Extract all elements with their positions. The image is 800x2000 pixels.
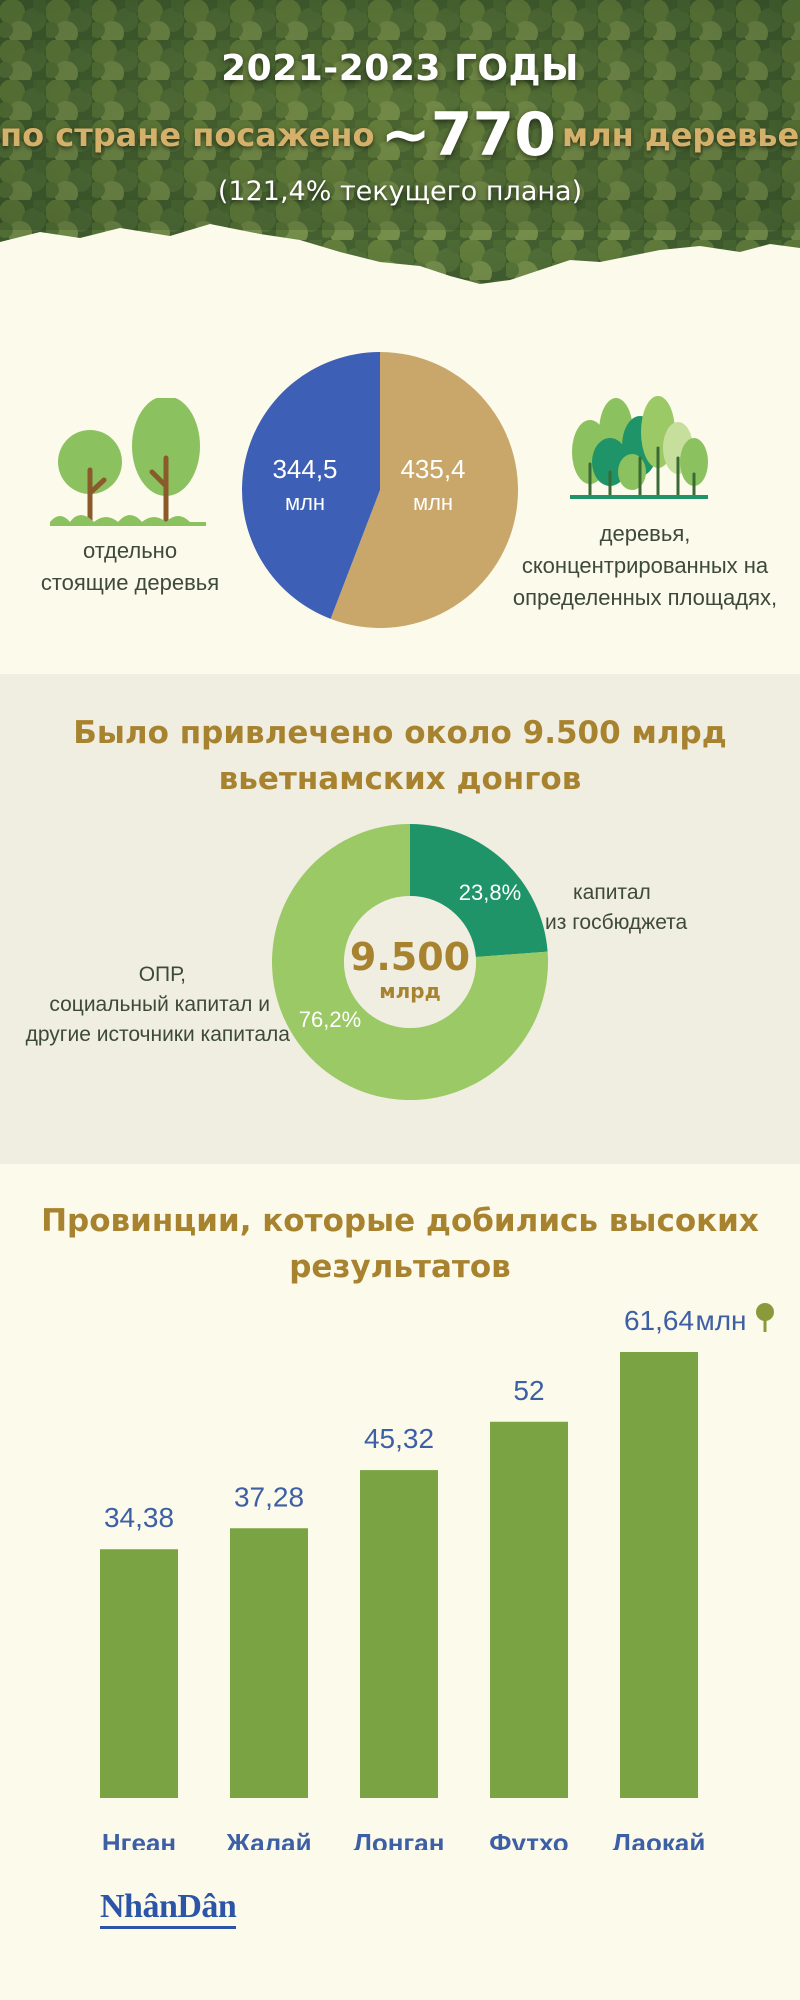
bar-value-label: 34,38 <box>104 1502 174 1533</box>
tree-icon <box>756 1303 774 1332</box>
header-main-line: по стране посажено ~770 млн деревьев <box>0 100 800 170</box>
pie-slice <box>241 352 380 619</box>
funding-title: Было привлечено около 9.500 млрд вьетнам… <box>0 710 800 802</box>
pie-unit-label: млн <box>413 490 453 515</box>
forest-cluster-label-line-1: деревья, <box>599 521 691 546</box>
nhandan-logo: NhânDân <box>100 1888 237 1929</box>
forest-header-image <box>0 0 800 300</box>
trees-pie-chart: 344,5 млн 435,4 млн <box>241 352 518 628</box>
bar <box>360 1470 438 1798</box>
donut-hole <box>344 896 476 1028</box>
bar-value-label: 37,28 <box>234 1481 304 1512</box>
state-capital-label: капитал из госбюджета <box>545 878 725 938</box>
bar-category-label: Нгеан <box>102 1828 176 1850</box>
header-plan-percent: (121,4% текущего плана) <box>217 176 583 207</box>
bar-category-label: Футхо <box>489 1828 568 1850</box>
other-capital-label-line-3: другие источники капитала <box>25 1023 290 1046</box>
other-capital-label: ОПР, социальный капитал и другие источни… <box>0 960 290 1050</box>
other-capital-label-line-1: ОПР, <box>138 963 186 986</box>
donut-slice <box>272 824 548 1100</box>
bar-unit-label: млн <box>695 1305 746 1336</box>
bar-category-label: Лаокай <box>613 1828 706 1850</box>
provinces-title-line-2: результатов <box>289 1249 511 1285</box>
pie-value-label: 344,5 <box>272 454 337 484</box>
funding-title-line-1: Было привлечено около 9.500 млрд <box>73 715 727 751</box>
donut-center-value: 9.500 <box>350 935 470 979</box>
bar <box>100 1549 178 1798</box>
pie-value-label: 435,4 <box>400 454 465 484</box>
provinces-title: Провинции, которые добились высоких резу… <box>0 1198 800 1290</box>
state-capital-label-line-2: из госбюджета <box>545 911 688 934</box>
forest-cluster-icon <box>570 396 708 499</box>
bar <box>490 1421 568 1798</box>
header-years: 2021-2023 ГОДЫ <box>221 48 579 89</box>
single-trees-label: отдельно стоящие деревья <box>30 535 230 599</box>
pie-slice <box>330 352 518 628</box>
forest-cluster-label-line-2: сконцентрированных на <box>521 553 769 578</box>
bar-category-label: Лонган <box>354 1828 445 1850</box>
header-suffix: млн деревьев <box>562 116 800 154</box>
donut-center-unit: млрд <box>379 979 440 1003</box>
donut-slice <box>410 824 548 958</box>
bar-value-label: 45,32 <box>364 1423 434 1454</box>
single-trees-label-line-2: стоящие деревья <box>40 570 220 595</box>
bar <box>620 1352 698 1798</box>
provinces-title-line-1: Провинции, которые добились высоких <box>41 1203 759 1239</box>
forest-cluster-label: деревья, сконцентрированных на определен… <box>510 518 780 614</box>
provinces-bar-chart: 34,38 Нгеан 37,28 Жалай 45,32 Лонган 52 Футхо 61… <box>100 1303 774 1850</box>
bar-category-label: Жалай <box>225 1828 311 1850</box>
bar <box>230 1528 308 1798</box>
single-trees-label-line-1: отдельно <box>82 538 178 563</box>
single-trees-icon <box>50 398 206 526</box>
donut-percent-label: 76,2% <box>299 1007 361 1032</box>
header-big-number: ~770 <box>380 100 557 170</box>
forest-cluster-label-line-3: определенных площадях, <box>512 585 778 610</box>
other-capital-label-line-2: социальный капитал и <box>49 993 270 1016</box>
donut-percent-label: 23,8% <box>459 880 521 905</box>
header-prefix: по стране посажено <box>0 116 375 154</box>
funding-title-line-2: вьетнамских донгов <box>218 761 582 797</box>
bar-value-label: 61,64 <box>624 1305 694 1336</box>
state-capital-label-line-1: капитал <box>573 881 651 904</box>
bar-value-label: 52 <box>513 1375 544 1406</box>
pie-unit-label: млн <box>285 490 325 515</box>
